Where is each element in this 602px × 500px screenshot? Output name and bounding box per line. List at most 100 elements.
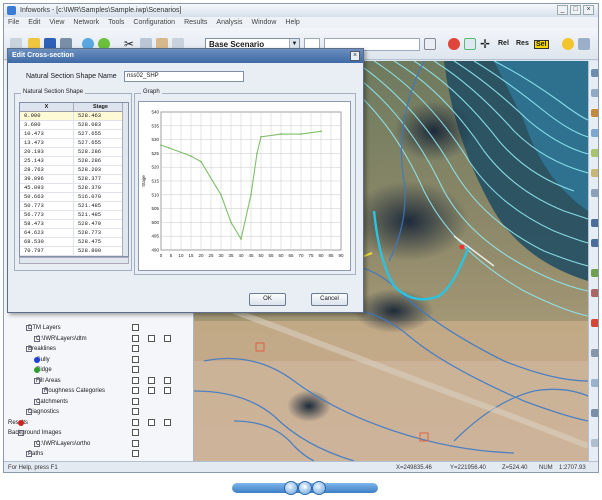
cell-x[interactable]: 50.773: [20, 202, 74, 210]
table-row[interactable]: 50.773 521.485: [20, 202, 128, 211]
shape-name-input[interactable]: nss02_SHP: [124, 71, 244, 82]
cell-x[interactable]: 39.096: [20, 175, 74, 183]
visibility-checkbox[interactable]: [132, 324, 139, 331]
visibility-checkbox[interactable]: [132, 345, 139, 352]
visibility-checkbox[interactable]: [132, 366, 139, 373]
tree-item[interactable]: Gully: [8, 355, 128, 366]
tree-item[interactable]: Results: [8, 418, 128, 429]
polygon-icon[interactable]: [591, 149, 598, 157]
rel-label[interactable]: Rel: [498, 40, 509, 47]
table-row[interactable]: 68.530 528.475: [20, 238, 128, 247]
visibility-checkbox[interactable]: [132, 397, 139, 405]
visibility-checkbox[interactable]: [164, 418, 171, 426]
visibility-checkbox[interactable]: [132, 439, 139, 447]
cut-icon[interactable]: ✂: [124, 37, 135, 51]
paste-icon[interactable]: [156, 38, 168, 50]
marker-icon[interactable]: [591, 319, 598, 327]
table-row[interactable]: 0.000 528.463: [20, 112, 128, 121]
select-icon[interactable]: [464, 38, 476, 50]
cell-stage[interactable]: 527.655: [74, 130, 128, 138]
cell-x[interactable]: 0.000: [20, 112, 74, 120]
cell-x[interactable]: 56.773: [20, 211, 74, 219]
chevron-down-icon[interactable]: ▼: [289, 39, 299, 50]
res-label[interactable]: Res: [516, 40, 529, 47]
cell-stage[interactable]: 528.083: [74, 121, 128, 129]
cell-stage[interactable]: 528.463: [74, 112, 128, 120]
visibility-checkbox[interactable]: [132, 355, 139, 363]
layer-icon[interactable]: [591, 269, 598, 277]
save-icon[interactable]: [44, 38, 56, 50]
visibility-checkbox[interactable]: [148, 418, 155, 426]
pan-tool-icon[interactable]: [591, 409, 598, 417]
cell-stage[interactable]: 521.485: [74, 202, 128, 210]
table-row[interactable]: 10.473 527.655: [20, 130, 128, 139]
help-icon[interactable]: [98, 38, 110, 50]
maximize-button[interactable]: □: [570, 5, 581, 15]
visibility-checkbox[interactable]: [132, 418, 139, 426]
table-row[interactable]: 70.797 528.800: [20, 247, 128, 256]
visibility-checkbox[interactable]: [132, 408, 139, 415]
identify-icon[interactable]: [591, 379, 598, 387]
tree-item[interactable]: C:\IWR\Layers\dtm: [8, 334, 128, 345]
table-row[interactable]: 13.473 527.655: [20, 139, 128, 148]
shape-icon[interactable]: [591, 169, 598, 177]
copy-icon[interactable]: [140, 38, 152, 50]
visibility-checkbox[interactable]: [132, 450, 139, 457]
toolbar-box-icon[interactable]: [424, 38, 436, 50]
cell-x[interactable]: 10.473: [20, 130, 74, 138]
tree-item[interactable]: Catchments: [8, 397, 128, 408]
close-window-button[interactable]: ×: [583, 5, 594, 15]
nav-home-button[interactable]: ■: [298, 481, 312, 495]
cell-stage[interactable]: 528.370: [74, 184, 128, 192]
cancel-button[interactable]: Cancel: [311, 293, 348, 306]
visibility-checkbox[interactable]: [148, 387, 155, 394]
table-row[interactable]: 25.143 528.286: [20, 157, 128, 166]
tree-item[interactable]: Diagnostics: [8, 407, 128, 418]
node-icon[interactable]: [591, 189, 598, 197]
zoom-in-icon[interactable]: [591, 219, 598, 227]
open-folder-icon[interactable]: [28, 38, 40, 50]
refresh-icon[interactable]: [82, 38, 94, 50]
visibility-checkbox[interactable]: [132, 429, 139, 436]
col-header-stage[interactable]: Stage: [74, 103, 128, 111]
minimize-button[interactable]: _: [557, 5, 568, 15]
cell-x[interactable]: 3.680: [20, 121, 74, 129]
menu-network[interactable]: Network: [73, 19, 100, 26]
cell-stage[interactable]: 528.475: [74, 238, 128, 246]
print-icon[interactable]: [60, 38, 72, 50]
table-row[interactable]: 20.193 528.286: [20, 148, 128, 157]
measure-icon[interactable]: [591, 349, 598, 357]
cell-stage[interactable]: 528.773: [74, 229, 128, 237]
extent-icon[interactable]: [591, 439, 598, 447]
cell-stage[interactable]: 528.377: [74, 175, 128, 183]
sel-label[interactable]: Sel: [534, 40, 549, 49]
cell-stage[interactable]: 521.485: [74, 211, 128, 219]
menu-file[interactable]: File: [8, 19, 20, 26]
cell-x[interactable]: 45.093: [20, 184, 74, 192]
menu-tools[interactable]: Tools: [108, 19, 125, 26]
ok-button[interactable]: OK: [249, 293, 286, 306]
cell-stage[interactable]: 528.286: [74, 148, 128, 156]
tree-item[interactable]: Roughness Categories: [8, 386, 128, 397]
stop-icon[interactable]: [448, 38, 460, 50]
cell-stage[interactable]: 528.800: [74, 247, 128, 255]
map-canvas[interactable]: [194, 61, 588, 461]
nav-next-button[interactable]: ›: [312, 481, 326, 495]
cell-x[interactable]: 58.473: [20, 220, 74, 228]
menu-window[interactable]: Window: [251, 19, 277, 26]
light-icon[interactable]: [562, 38, 574, 50]
table-vscroll[interactable]: [122, 103, 128, 256]
tree-item[interactable]: Background Images: [8, 428, 128, 439]
visibility-checkbox[interactable]: [164, 387, 171, 394]
menu-results[interactable]: Results: [184, 19, 208, 26]
cell-x[interactable]: 68.530: [20, 238, 74, 246]
cell-stage[interactable]: 528.286: [74, 157, 128, 165]
tree-item[interactable]: Fill Areas: [8, 376, 128, 387]
menu-view[interactable]: View: [49, 19, 65, 26]
tree-item[interactable]: Breaklines: [8, 344, 128, 355]
nav-prev-button[interactable]: ‹: [284, 481, 298, 495]
dialog-close-button[interactable]: ×: [350, 51, 360, 61]
cell-x[interactable]: 50.663: [20, 193, 74, 201]
cell-x[interactable]: 28.763: [20, 166, 74, 174]
cell-x[interactable]: 20.193: [20, 148, 74, 156]
